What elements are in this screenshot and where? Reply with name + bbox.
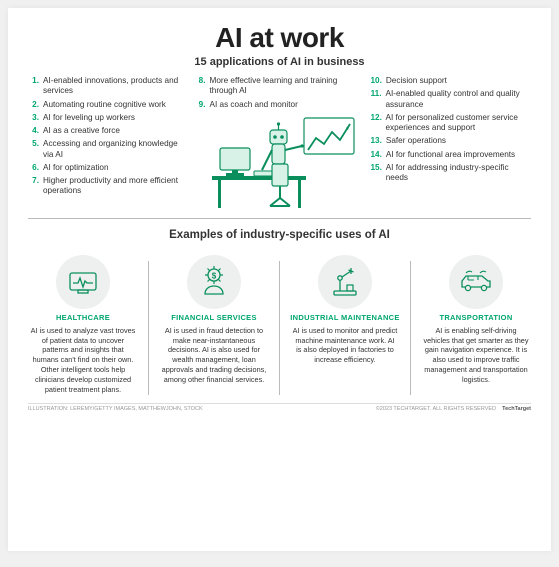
application-number: 6. <box>28 163 39 173</box>
application-number: 2. <box>28 100 39 110</box>
application-text: AI-enabled quality control and quality a… <box>386 89 532 110</box>
application-text: AI for addressing industry-specific need… <box>386 163 531 184</box>
application-number: 12. <box>371 113 382 134</box>
application-text: AI-enabled innovations, products and ser… <box>43 76 189 97</box>
separator <box>279 261 280 395</box>
application-item: 7.Higher productivity and more efficient… <box>28 176 189 197</box>
application-item: 1.AI-enabled innovations, products and s… <box>28 76 189 97</box>
application-item: 2. Automating routine cognitive work <box>28 100 189 110</box>
financial-icon: $ <box>187 255 241 309</box>
footer-credits: ILLUSTRATION: LEREMY/GETTY IMAGES, MATTH… <box>28 406 203 412</box>
robot-desk-illustration <box>195 114 365 210</box>
separator <box>148 261 149 395</box>
application-item: 15. AI for addressing industry-specific n… <box>371 163 532 184</box>
healthcare-icon <box>56 255 110 309</box>
industry-healthcare: HEALTHCARE AI is used to analyze vast tr… <box>28 255 138 395</box>
infographic-card: AI at work 15 applications of AI in busi… <box>8 8 551 551</box>
application-number: 5. <box>28 139 39 160</box>
industries-row: HEALTHCARE AI is used to analyze vast tr… <box>28 255 531 395</box>
industry-label: TRANSPORTATION <box>421 313 531 322</box>
application-text: AI as a creative force <box>43 126 120 136</box>
transportation-icon <box>449 255 503 309</box>
application-item: 9. AI as coach and monitor <box>195 100 365 110</box>
application-number: 13. <box>371 136 382 146</box>
application-text: Accessing and organizing knowledge via A… <box>43 139 189 160</box>
application-item: 13. Safer operations <box>371 136 532 146</box>
separator <box>410 261 411 395</box>
footer: ILLUSTRATION: LEREMY/GETTY IMAGES, MATTH… <box>28 403 531 412</box>
application-item: 3. AI for leveling up workers <box>28 113 189 123</box>
application-number: 4. <box>28 126 39 136</box>
applications-col-1: 1.AI-enabled innovations, products and s… <box>28 76 189 210</box>
footer-right: ©2023 TECHTARGET. ALL RIGHTS RESERVED Te… <box>376 406 531 412</box>
application-text: More effective learning and training thr… <box>210 76 365 97</box>
industry-text: AI is enabling self-driving vehicles tha… <box>421 326 531 385</box>
footer-brand: TechTarget <box>502 406 531 412</box>
industry-transportation: TRANSPORTATION AI is enabling self-drivi… <box>421 255 531 395</box>
application-number: 14. <box>371 150 382 160</box>
svg-text:$: $ <box>212 271 217 280</box>
applications-col-2: 8.More effective learning and training t… <box>195 76 365 210</box>
industries-header: Examples of industry-specific uses of AI <box>28 229 531 241</box>
application-text: AI for functional area improvements <box>386 150 515 160</box>
application-number: 1. <box>28 76 39 97</box>
industry-text: AI is used in fraud detection to make ne… <box>159 326 269 385</box>
industry-industrial: INDUSTRIAL MAINTENANCE AI is used to mon… <box>290 255 400 395</box>
application-item: 11. AI-enabled quality control and qualit… <box>371 89 532 110</box>
application-number: 3. <box>28 113 39 123</box>
application-text: Automating routine cognitive work <box>43 100 166 110</box>
application-item: 10. Decision support <box>371 76 532 86</box>
page-title: AI at work <box>28 22 531 54</box>
application-number: 11. <box>371 89 382 110</box>
industry-label: HEALTHCARE <box>28 313 138 322</box>
application-number: 7. <box>28 176 39 197</box>
application-number: 15. <box>371 163 382 184</box>
industry-text: AI is used to analyze vast troves of pat… <box>28 326 138 395</box>
application-number: 9. <box>195 100 206 110</box>
application-item: 12. AI for personalized customer service … <box>371 113 532 134</box>
application-text: Safer operations <box>386 136 446 146</box>
application-text: AI for leveling up workers <box>43 113 135 123</box>
applications-section: 1.AI-enabled innovations, products and s… <box>28 76 531 219</box>
application-number: 8. <box>195 76 206 97</box>
application-text: Decision support <box>386 76 447 86</box>
application-text: AI for personalized customer service exp… <box>386 113 532 134</box>
application-text: AI as coach and monitor <box>210 100 298 110</box>
application-item: 8.More effective learning and training t… <box>195 76 365 97</box>
page-subtitle: 15 applications of AI in business <box>28 56 531 68</box>
application-text: Higher productivity and more efficient o… <box>43 176 189 197</box>
industrial-icon <box>318 255 372 309</box>
application-item: 6. AI for optimization <box>28 163 189 173</box>
industry-financial: $ FINANCIAL SERVICES AI is used in fraud… <box>159 255 269 395</box>
application-text: AI for optimization <box>43 163 109 173</box>
application-item: 5.Accessing and organizing knowledge via… <box>28 139 189 160</box>
application-item: 14. AI for functional area improvements <box>371 150 532 160</box>
application-number: 10. <box>371 76 382 86</box>
application-item: 4. AI as a creative force <box>28 126 189 136</box>
applications-col-3: 10. Decision support 11. AI-enabled quality… <box>371 76 532 210</box>
industry-label: FINANCIAL SERVICES <box>159 313 269 322</box>
industry-label: INDUSTRIAL MAINTENANCE <box>290 313 400 322</box>
industry-text: AI is used to monitor and predict machin… <box>290 326 400 365</box>
